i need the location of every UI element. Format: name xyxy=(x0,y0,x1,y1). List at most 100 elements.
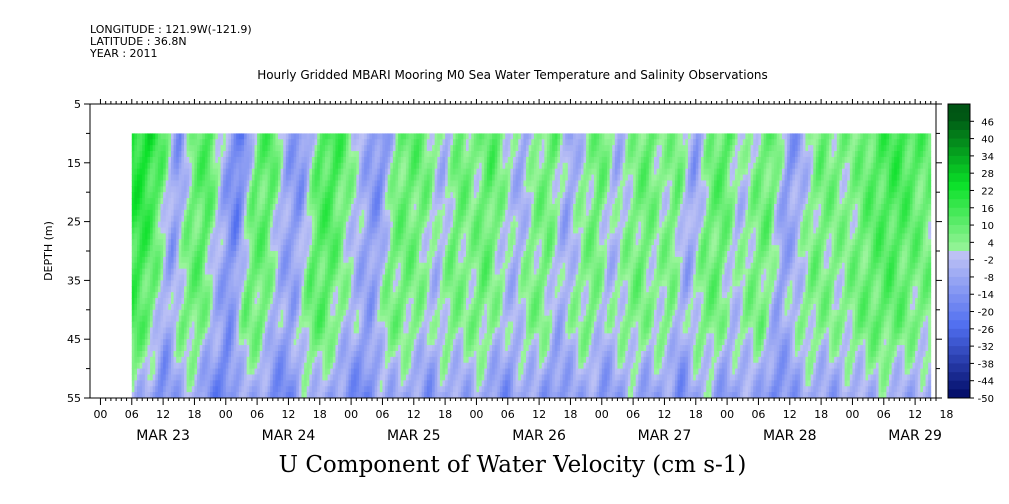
heatmap-cell xyxy=(278,280,282,287)
heatmap-cell xyxy=(184,156,188,164)
heatmap-cell xyxy=(304,298,308,305)
heatmap-cell xyxy=(387,356,391,364)
heatmap-cell xyxy=(210,221,214,228)
heatmap-cell xyxy=(288,256,292,264)
heatmap-cell xyxy=(194,251,198,258)
heatmap-cell xyxy=(191,303,195,311)
heatmap-cell xyxy=(139,174,143,181)
heatmap-cell xyxy=(275,256,279,264)
heatmap-cell xyxy=(202,221,206,228)
heatmap-cell xyxy=(142,292,146,299)
heatmap-cell xyxy=(212,286,216,293)
heatmap-cell xyxy=(366,374,370,381)
heatmap-cell xyxy=(403,274,407,281)
heatmap-cell xyxy=(262,368,266,375)
heatmap-cell xyxy=(353,374,357,381)
heatmap-cell xyxy=(332,227,336,234)
heatmap-cell xyxy=(372,303,376,311)
heatmap-cell xyxy=(186,356,190,364)
heatmap-cell xyxy=(189,198,193,205)
heatmap-cell xyxy=(293,245,297,252)
heatmap-cell xyxy=(194,215,198,222)
heatmap-cell xyxy=(223,239,227,246)
heatmap-cell xyxy=(319,198,323,205)
heatmap-cell xyxy=(387,350,391,358)
heatmap-cell xyxy=(173,339,177,346)
heatmap-cell xyxy=(311,162,315,170)
heatmap-cell xyxy=(298,145,302,152)
heatmap-cell xyxy=(330,168,334,175)
heatmap-cell xyxy=(157,303,161,311)
heatmap-cell xyxy=(395,186,399,193)
heatmap-cell xyxy=(387,203,391,211)
heatmap-cell xyxy=(251,303,255,311)
heatmap-cell xyxy=(335,345,339,352)
heatmap-cell xyxy=(152,368,156,375)
heatmap-cell xyxy=(160,386,164,393)
heatmap-cell xyxy=(197,374,201,381)
heatmap-cell xyxy=(236,374,240,381)
heatmap-cell xyxy=(220,345,224,352)
heatmap-cell xyxy=(212,309,216,317)
heatmap-cell xyxy=(348,203,352,211)
heatmap-cell xyxy=(322,386,326,393)
heatmap-cell xyxy=(327,133,331,140)
heatmap-cell xyxy=(272,268,276,275)
heatmap-cell xyxy=(382,374,386,381)
heatmap-cell xyxy=(264,168,268,175)
heatmap-cell xyxy=(345,386,349,393)
heatmap-cell xyxy=(338,233,342,240)
heatmap-cell xyxy=(413,292,417,299)
heatmap-cell xyxy=(353,386,357,393)
heatmap-cell xyxy=(259,286,263,293)
heatmap-cell xyxy=(212,380,216,387)
heatmap-cell xyxy=(267,327,271,334)
heatmap-cell xyxy=(369,162,373,170)
heatmap-cell xyxy=(317,221,321,228)
heatmap-cell xyxy=(150,386,154,393)
heatmap-cell xyxy=(168,356,172,364)
heatmap-cell xyxy=(189,333,193,340)
heatmap-cell xyxy=(366,245,370,252)
heatmap-cell xyxy=(283,174,287,181)
heatmap-cell xyxy=(366,162,370,170)
heatmap-cell xyxy=(155,209,159,217)
heatmap-cell xyxy=(225,286,229,293)
heatmap-cell xyxy=(236,162,240,170)
heatmap-cell xyxy=(225,209,229,217)
heatmap-cell xyxy=(137,356,141,364)
heatmap-cell xyxy=(311,256,315,264)
heatmap-cell xyxy=(231,303,235,311)
heatmap-cell xyxy=(150,350,154,358)
heatmap-cell xyxy=(238,368,242,375)
heatmap-cell xyxy=(150,315,154,322)
heatmap-cell xyxy=(283,327,287,334)
heatmap-cell xyxy=(314,321,318,328)
heatmap-cell xyxy=(309,174,313,181)
heatmap-cell xyxy=(194,156,198,164)
heatmap-cell xyxy=(400,239,404,246)
heatmap-cell xyxy=(144,262,148,270)
heatmap-cell xyxy=(160,239,164,246)
heatmap-cell xyxy=(379,350,383,358)
heatmap-cell xyxy=(340,374,344,381)
heatmap-cell xyxy=(364,298,368,305)
heatmap-cell xyxy=(379,139,383,146)
heatmap-cell xyxy=(144,233,148,240)
heatmap-cell xyxy=(385,356,389,364)
heatmap-cell xyxy=(416,374,420,381)
heatmap-cell xyxy=(283,268,287,275)
heatmap-cell xyxy=(150,251,154,258)
heatmap-cell xyxy=(345,333,349,340)
heatmap-cell xyxy=(387,215,391,222)
heatmap-cell xyxy=(241,203,245,211)
heatmap-cell xyxy=(176,274,180,281)
heatmap-cell xyxy=(403,251,407,258)
heatmap-cell xyxy=(236,251,240,258)
heatmap-cell xyxy=(301,298,305,305)
heatmap-cell xyxy=(163,274,167,281)
heatmap-cell xyxy=(309,180,313,187)
heatmap-cell xyxy=(353,145,357,152)
heatmap-cell xyxy=(270,251,274,258)
heatmap-cell xyxy=(309,203,313,211)
